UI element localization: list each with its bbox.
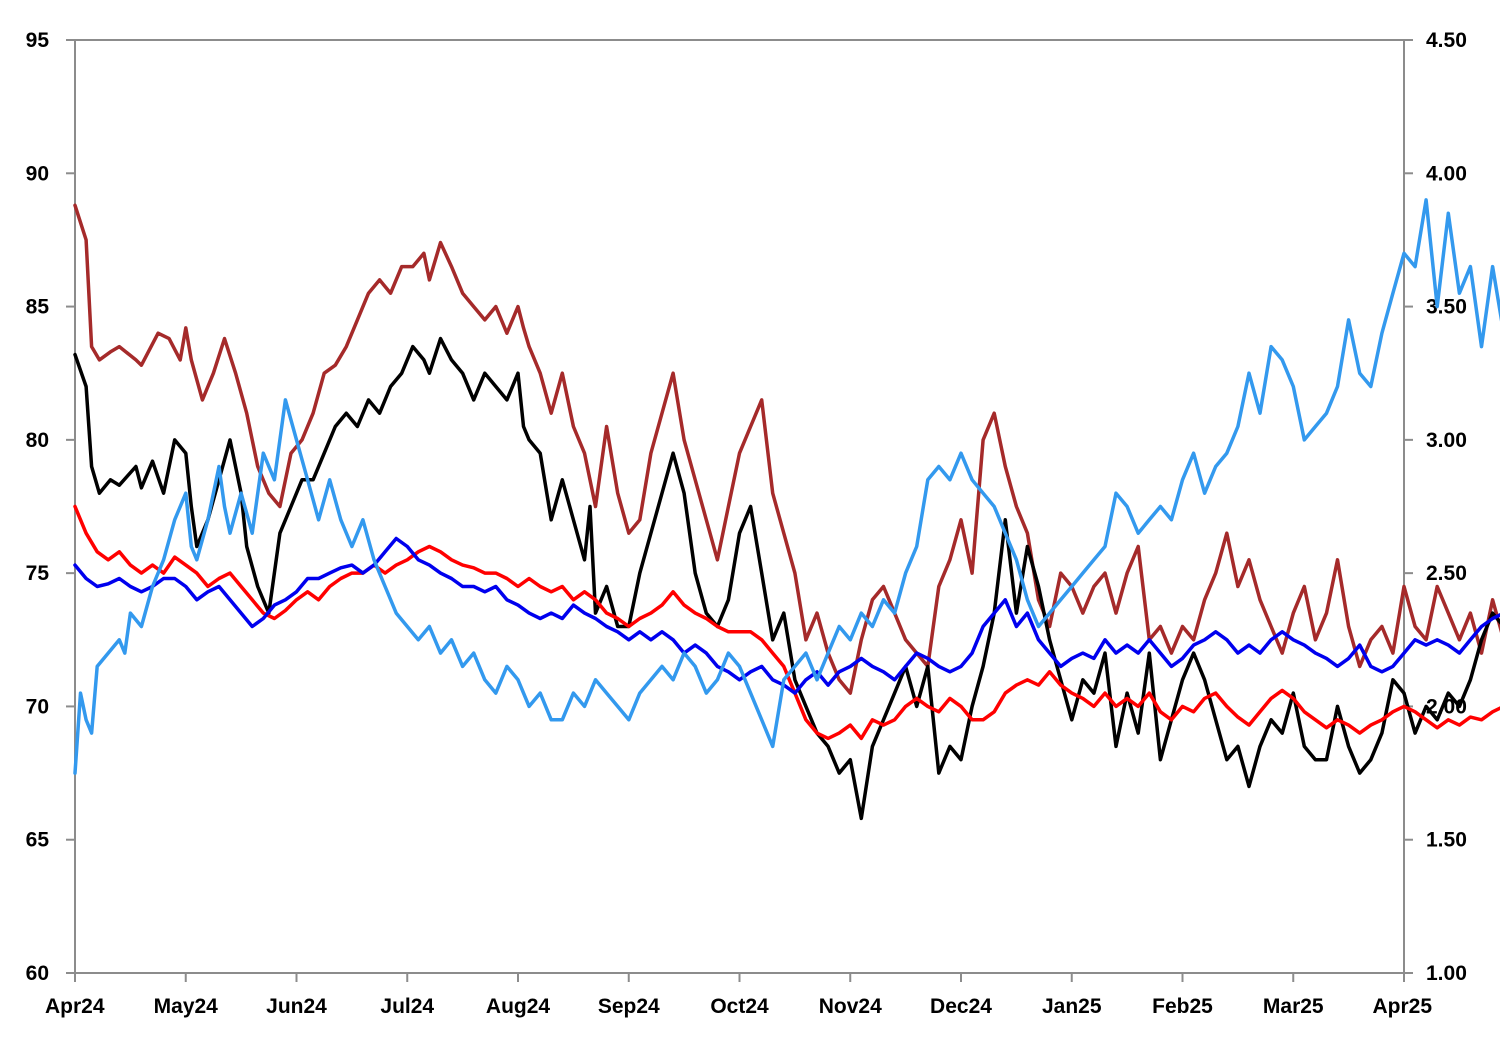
series-line-5 <box>73 198 1500 775</box>
x-tick-label: Jun24 <box>266 995 327 1018</box>
x-tick-label: Apr25 <box>1372 995 1432 1018</box>
series-lines <box>73 198 1500 821</box>
right-y-tick-label: 3.50 <box>1426 296 1467 319</box>
x-tick-label: May24 <box>154 995 219 1018</box>
series-line-2 <box>73 336 1500 821</box>
x-tick-label: Sep24 <box>598 995 660 1018</box>
right-y-tick-label: 2.50 <box>1426 562 1467 585</box>
x-tick-label: Nov24 <box>819 995 882 1018</box>
series-line-4 <box>73 536 1500 695</box>
left-y-tick-label: 95 <box>26 29 50 52</box>
axes: 60657075808590951.001.502.002.503.003.50… <box>26 29 1467 1018</box>
right-y-tick-label: 3.00 <box>1426 429 1467 452</box>
x-tick-label: Feb25 <box>1152 995 1213 1018</box>
left-y-tick-label: 75 <box>26 562 50 585</box>
right-y-tick-label: 1.50 <box>1426 829 1467 852</box>
left-y-tick-label: 70 <box>26 695 49 718</box>
x-tick-label: Apr24 <box>45 995 105 1018</box>
series-line-1 <box>73 203 1500 695</box>
left-y-tick-label: 85 <box>26 296 50 319</box>
x-tick-label: Jan25 <box>1042 995 1102 1018</box>
x-tick-label: Jul24 <box>380 995 434 1018</box>
right-y-tick-label: 4.00 <box>1426 162 1467 185</box>
left-y-tick-label: 90 <box>26 162 49 185</box>
left-y-tick-label: 60 <box>26 962 49 985</box>
x-tick-label: Dec24 <box>930 995 992 1018</box>
left-y-tick-label: 80 <box>26 429 49 452</box>
x-tick-label: Mar25 <box>1263 995 1324 1018</box>
x-tick-label: Aug24 <box>486 995 551 1018</box>
right-y-tick-label: 1.00 <box>1426 962 1467 985</box>
x-tick-label: Oct24 <box>710 995 769 1018</box>
left-y-tick-label: 65 <box>26 829 50 852</box>
right-y-tick-label: 4.50 <box>1426 29 1467 52</box>
